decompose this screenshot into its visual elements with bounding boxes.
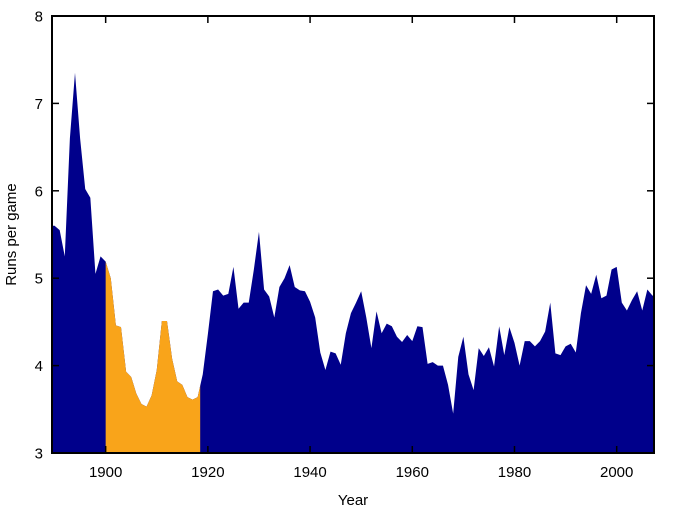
x-tick-label: 1960: [396, 464, 429, 481]
x-tick-label: 1940: [293, 464, 326, 481]
x-tick-label: 1980: [498, 464, 531, 481]
y-tick-label: 5: [35, 271, 43, 288]
series-area: [52, 72, 654, 453]
y-tick-label: 6: [35, 183, 43, 200]
plot-border: [51, 15, 655, 454]
deadball-era-highlight-area: [105, 261, 201, 453]
y-axis-title: Runs per game: [3, 183, 20, 286]
x-tick-label: 2000: [600, 464, 633, 481]
axis-tick-labels: 1900 1920 1940 1960 1980 2000 3 4 5 6 7 8: [35, 9, 634, 482]
y-tick-label: 3: [35, 446, 43, 463]
x-tick-label: 1920: [191, 464, 224, 481]
y-tick-label: 4: [35, 358, 43, 375]
x-axis-title: Year: [338, 492, 368, 509]
y-tick-label: 8: [35, 9, 43, 26]
x-tick-label: 1900: [89, 464, 122, 481]
y-tick-label: 7: [35, 96, 43, 113]
chart-areas: [52, 72, 654, 453]
